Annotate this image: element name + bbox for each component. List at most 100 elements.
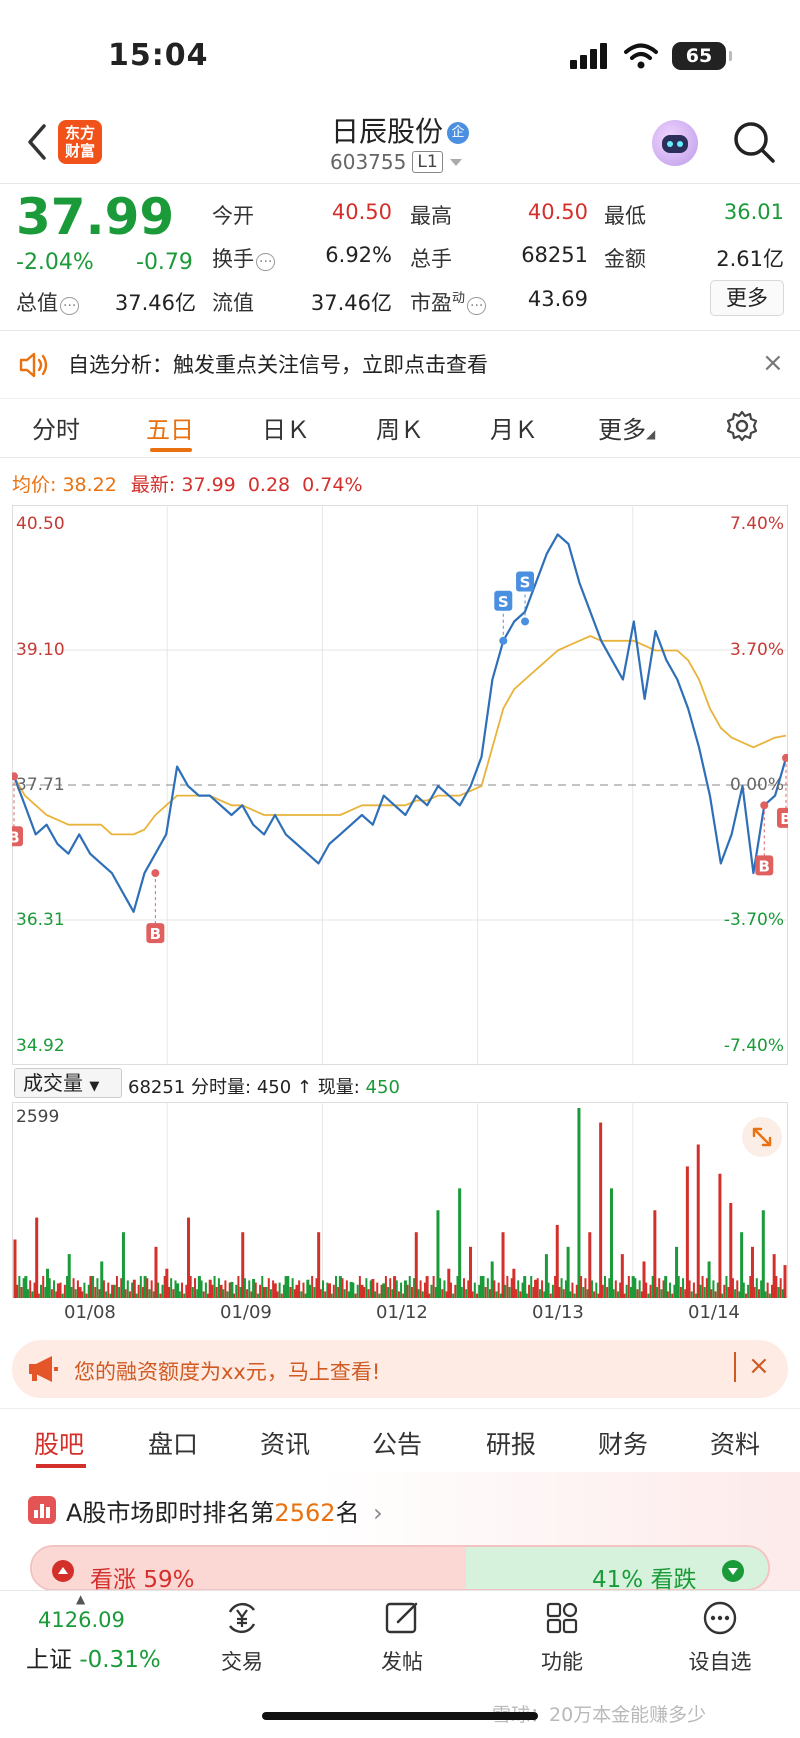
search-icon[interactable] — [730, 118, 778, 166]
volume-bar — [61, 1293, 64, 1298]
volume-bar — [595, 1282, 598, 1298]
volume-bar — [222, 1289, 225, 1298]
dropdown-triangle-icon — [449, 159, 462, 166]
volume-bar — [582, 1287, 585, 1298]
volume-bar — [525, 1293, 528, 1298]
tab-daily-k[interactable]: 日Ｋ — [262, 416, 310, 444]
index-value[interactable]: 4126.09 — [38, 1608, 125, 1632]
tab-more[interactable]: 更多◢ — [598, 416, 656, 444]
low-value: 36.01 — [723, 200, 784, 224]
volume-bar — [237, 1276, 240, 1298]
trade-marker-dot — [151, 869, 160, 878]
volume-bar — [132, 1279, 136, 1298]
tab-guba[interactable]: 股吧 — [34, 1430, 85, 1459]
volume-bar — [718, 1173, 722, 1298]
volume-bar — [564, 1280, 567, 1298]
volume-bar — [230, 1281, 234, 1298]
settings-gear-icon[interactable] — [726, 410, 758, 442]
volume-bar — [645, 1282, 648, 1298]
pe-label[interactable]: 市盈动 ··· — [410, 287, 487, 317]
amount-label: 金额 — [604, 247, 646, 271]
market-cap-label[interactable]: 总值 ··· — [16, 287, 80, 317]
volume-bar — [115, 1276, 118, 1298]
volume-bar — [729, 1202, 733, 1298]
market-rank[interactable]: A股市场即时排名第2562名 › — [66, 1499, 383, 1527]
tab-weekly-k[interactable]: 周Ｋ — [376, 416, 424, 444]
volume-bar — [547, 1282, 550, 1298]
tab-announcements[interactable]: 公告 — [372, 1430, 423, 1459]
volume-bar — [543, 1291, 546, 1298]
volume-bar — [395, 1280, 398, 1298]
home-indicator[interactable] — [262, 1712, 538, 1720]
volume-bar — [293, 1289, 296, 1298]
volume-bar — [250, 1291, 253, 1298]
volume-bar — [601, 1284, 604, 1298]
volume-bar — [536, 1278, 539, 1298]
more-dots-icon — [703, 1601, 737, 1635]
expand-chart-button[interactable] — [742, 1117, 782, 1157]
volume-bar — [141, 1287, 144, 1298]
more-quote-button[interactable]: 更多 — [710, 280, 784, 316]
volume-bar — [736, 1280, 739, 1298]
sentiment-bar[interactable] — [30, 1545, 770, 1591]
index-name[interactable]: 上证 -0.31% — [26, 1647, 161, 1673]
volume-bar — [501, 1232, 505, 1298]
tab-news[interactable]: 资讯 — [260, 1430, 311, 1459]
tab-profile[interactable]: 资料 — [710, 1430, 761, 1459]
tab-finance[interactable]: 财务 — [598, 1430, 649, 1459]
volume-bar — [490, 1261, 494, 1298]
tab-research[interactable]: 研报 — [486, 1430, 537, 1459]
volume-bar — [460, 1287, 463, 1298]
volume-bar — [302, 1282, 305, 1298]
robot-assistant-icon[interactable] — [652, 120, 698, 166]
volume-bar — [269, 1289, 272, 1298]
tab-monthly-k[interactable]: 月Ｋ — [490, 416, 538, 444]
chart-tabs — [0, 398, 800, 458]
volume-bar — [295, 1284, 299, 1298]
volume-bar — [107, 1282, 110, 1298]
volume-chart[interactable]: 2599 — [12, 1102, 788, 1298]
volume-bar — [161, 1284, 164, 1298]
volume-bar — [241, 1232, 245, 1298]
volume-bar — [417, 1289, 420, 1298]
volume-bar — [243, 1278, 246, 1298]
volume-bar — [612, 1289, 615, 1298]
nav-trade[interactable]: 交易 — [192, 1598, 292, 1676]
nav-post[interactable]: 发帖 — [352, 1598, 452, 1676]
price-chart[interactable]: B B SS B B 40.50 39.10 37.71 36.31 34.92 7.40% 3.70… — [12, 505, 788, 1065]
stock-code-row[interactable]: 603755 L1 — [330, 150, 463, 174]
tab-intraday[interactable]: 分时 — [32, 416, 80, 444]
volume-bar — [406, 1284, 409, 1298]
info-tabs — [0, 1408, 800, 1472]
nav-add-watchlist[interactable]: 设自选 — [670, 1598, 770, 1676]
volume-bar — [523, 1276, 527, 1298]
volume-bar — [50, 1289, 53, 1298]
volume-bar — [447, 1268, 451, 1298]
volume-bar — [425, 1276, 429, 1298]
volume-bar — [590, 1280, 593, 1298]
volume-bar — [374, 1291, 377, 1298]
close-icon[interactable]: × — [748, 1351, 770, 1381]
volume-bar — [497, 1282, 500, 1298]
volume-bar — [445, 1291, 448, 1298]
tab-five-day[interactable]: 五日 — [146, 416, 194, 444]
margin-banner[interactable] — [12, 1340, 788, 1398]
volume-bar — [403, 1280, 407, 1298]
nav-functions[interactable]: 功能 — [512, 1598, 612, 1676]
volume-bar — [408, 1276, 411, 1298]
volume-bar — [354, 1293, 357, 1298]
volume-bar — [551, 1284, 554, 1298]
y-tick-left: 36.31 — [16, 910, 65, 930]
volume-bar — [330, 1293, 333, 1298]
volume-bar — [120, 1278, 123, 1298]
volume-bar — [126, 1280, 129, 1298]
turnover-label[interactable]: 换手 ··· — [212, 243, 276, 273]
volume-bar — [74, 1289, 77, 1298]
volume-bar — [734, 1289, 737, 1298]
close-icon[interactable]: × — [762, 348, 784, 378]
indicator-select[interactable]: 成交量 ▼ — [14, 1068, 122, 1098]
back-arrow-icon[interactable] — [22, 120, 52, 164]
volume-bar — [246, 1289, 249, 1298]
volume-bar — [172, 1289, 175, 1298]
tab-pankou[interactable]: 盘口 — [148, 1430, 199, 1459]
